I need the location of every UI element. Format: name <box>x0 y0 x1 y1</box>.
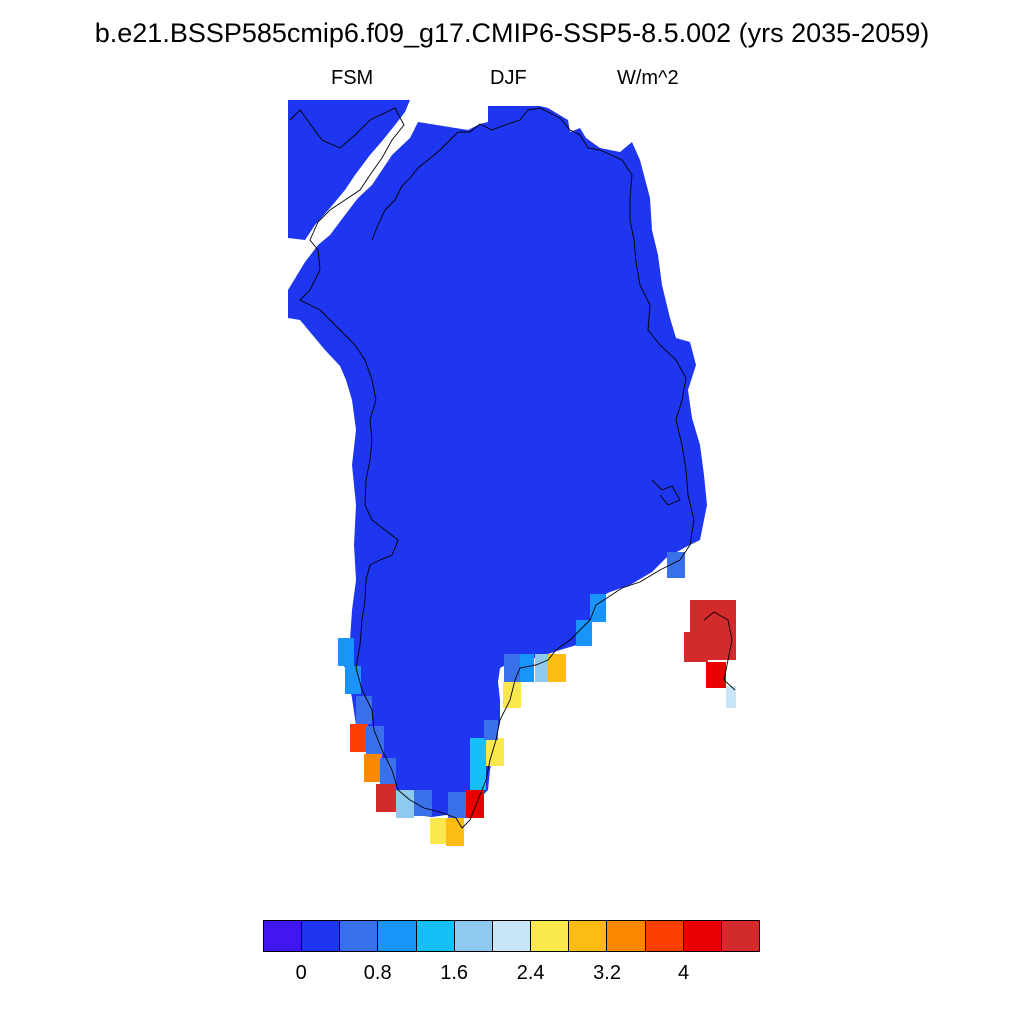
coastline <box>289 107 695 829</box>
colorbar-box <box>531 921 570 951</box>
colorbar-box <box>340 921 379 951</box>
grid-cell <box>446 818 464 846</box>
grid-cell <box>350 724 368 752</box>
grid-cell <box>430 818 448 844</box>
grid-cell <box>396 790 414 818</box>
ice-sheet-field <box>288 100 707 817</box>
colorbar-box <box>569 921 608 951</box>
grid-cell <box>470 762 486 790</box>
colorbar-box <box>492 921 532 951</box>
grid-cell <box>466 790 484 818</box>
grid-cell <box>484 720 498 740</box>
colorbar-tick-label: 2.4 <box>516 962 545 984</box>
grid-cell <box>726 686 736 708</box>
colorbar-box <box>683 921 722 951</box>
colorbar-box <box>378 921 417 951</box>
grid-cell <box>504 654 520 682</box>
grid-cell <box>338 638 354 666</box>
grid-cell <box>535 654 549 682</box>
colorbar-tick-label: 3.2 <box>593 962 621 984</box>
colorbar-box <box>645 921 684 951</box>
colorbar-box <box>416 921 455 951</box>
season-label: DJF <box>490 67 527 89</box>
colorbar-tick-label: 1.6 <box>440 962 469 984</box>
grid-cell <box>364 754 382 782</box>
grid-cell <box>470 738 486 762</box>
grid-cell <box>503 682 521 708</box>
colorbar-box <box>264 921 303 951</box>
grid-cell <box>576 620 592 646</box>
grid-cell <box>414 790 432 816</box>
grid-cell <box>366 726 384 754</box>
colorbar-tick-label: 4 <box>677 962 690 984</box>
grid-cell <box>376 784 396 812</box>
colorbar-box <box>607 921 646 951</box>
grid-cell <box>356 696 372 724</box>
colorbar-tick-label: 0.8 <box>363 962 392 984</box>
grid-cell <box>706 662 726 688</box>
colorbar-box <box>721 921 760 951</box>
variable-label: FSM <box>331 67 374 89</box>
grid-cell <box>548 654 566 682</box>
grid-cell <box>380 758 396 784</box>
colorbar-box <box>454 921 493 951</box>
plot-title: b.e21.BSSP585cmip6.f09_g17.CMIP6-SSP5-8.… <box>94 18 930 48</box>
grid-cell <box>520 654 534 682</box>
grid-cell <box>345 666 361 694</box>
grid-cell <box>684 632 708 662</box>
units-label: W/m^2 <box>617 67 679 89</box>
colorbar <box>263 920 760 952</box>
grid-cell <box>448 792 466 818</box>
colorbar-box <box>302 921 341 951</box>
grid-cell <box>590 594 606 622</box>
colorbar-tick-label: 0 <box>295 962 307 984</box>
